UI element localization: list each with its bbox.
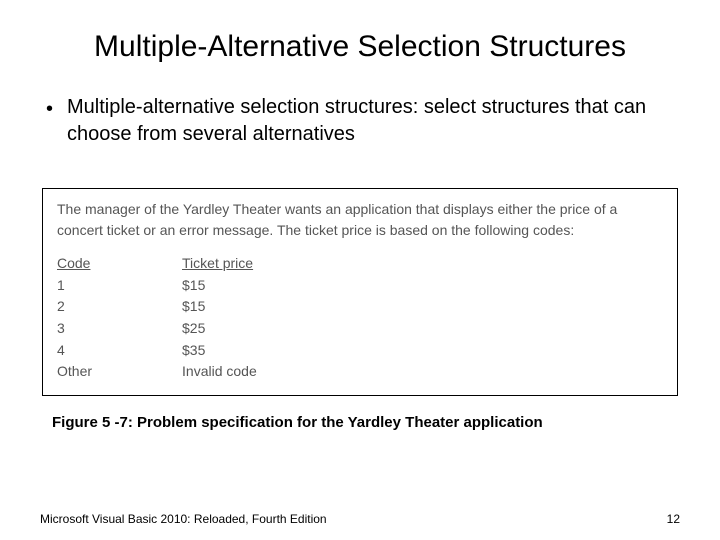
bullet-text: Multiple-alternative selection structure… bbox=[67, 94, 680, 148]
page-number: 12 bbox=[667, 512, 680, 526]
bullet-item: • Multiple-alternative selection structu… bbox=[46, 94, 680, 148]
table-cell: 4 bbox=[57, 340, 92, 362]
specification-box: The manager of the Yardley Theater wants… bbox=[42, 188, 678, 396]
slide: Multiple-Alternative Selection Structure… bbox=[0, 0, 720, 540]
figure-caption: Figure 5 -7: Problem specification for t… bbox=[52, 414, 680, 431]
table-cell: $15 bbox=[182, 275, 257, 297]
footer: Microsoft Visual Basic 2010: Reloaded, F… bbox=[40, 512, 680, 526]
table-cell: 1 bbox=[57, 275, 92, 297]
table-cell: $35 bbox=[182, 340, 257, 362]
slide-title: Multiple-Alternative Selection Structure… bbox=[40, 28, 680, 66]
footer-left: Microsoft Visual Basic 2010: Reloaded, F… bbox=[40, 512, 327, 526]
table-cell: Invalid code bbox=[182, 361, 257, 383]
bullet-marker: • bbox=[46, 96, 53, 123]
spec-table: Code 1 2 3 4 Other Ticket price $15 $15 … bbox=[57, 255, 663, 383]
spec-intro: The manager of the Yardley Theater wants… bbox=[57, 199, 663, 241]
table-cell: 3 bbox=[57, 318, 92, 340]
table-cell: $25 bbox=[182, 318, 257, 340]
spec-col-price: Ticket price $15 $15 $25 $35 Invalid cod… bbox=[182, 255, 257, 383]
col-header: Ticket price bbox=[182, 255, 257, 271]
table-cell: 2 bbox=[57, 296, 92, 318]
table-cell: Other bbox=[57, 361, 92, 383]
col-header: Code bbox=[57, 255, 92, 271]
spec-col-code: Code 1 2 3 4 Other bbox=[57, 255, 92, 383]
table-cell: $15 bbox=[182, 296, 257, 318]
